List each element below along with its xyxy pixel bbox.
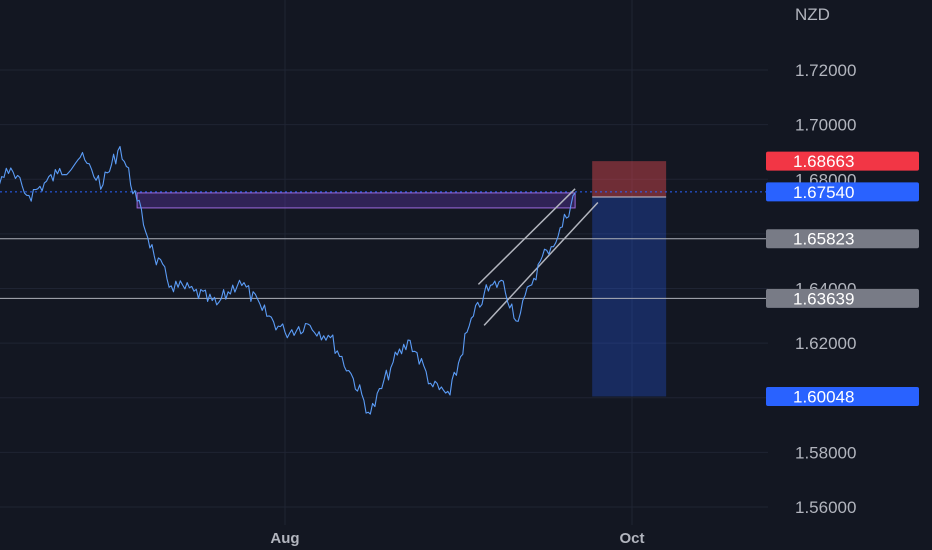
- take-profit-zone[interactable]: [592, 197, 667, 397]
- price-tick-label: 1.62000: [795, 334, 856, 353]
- price-tick-label: 1.56000: [795, 498, 856, 517]
- channel-upper-line[interactable]: [477, 188, 576, 285]
- price-tick-label: 1.58000: [795, 443, 856, 462]
- stop-loss-zone[interactable]: [592, 161, 667, 198]
- price-tag-label: 1.65823: [793, 230, 854, 249]
- price-tag[interactable]: [766, 386, 919, 406]
- time-tick-label: Oct: [619, 530, 644, 547]
- price-tag[interactable]: [766, 182, 919, 202]
- price-tick-label: 1.70000: [795, 116, 856, 135]
- price-series-line: [0, 145, 576, 415]
- price-tag[interactable]: [766, 288, 919, 308]
- price-tag-label: 1.67540: [793, 183, 854, 202]
- channel-lower-line[interactable]: [483, 201, 599, 326]
- price-tag[interactable]: [766, 229, 919, 249]
- price-tag-label: 1.68663: [793, 152, 854, 171]
- time-tick-label: Aug: [270, 530, 299, 547]
- currency-label: NZD: [795, 5, 830, 24]
- price-tag-label: 1.60048: [793, 387, 854, 406]
- resistance-zone[interactable]: [136, 192, 576, 209]
- price-tag[interactable]: [766, 151, 919, 171]
- price-tag-label: 1.63639: [793, 289, 854, 308]
- price-tick-label: 1.72000: [795, 61, 856, 80]
